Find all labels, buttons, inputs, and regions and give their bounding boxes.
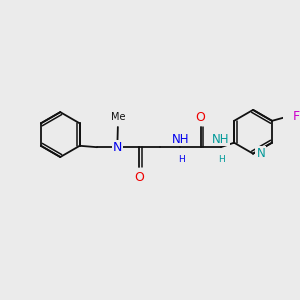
Text: O: O bbox=[134, 171, 144, 184]
Text: H: H bbox=[218, 155, 225, 164]
Text: Me: Me bbox=[111, 112, 125, 122]
Text: NH: NH bbox=[172, 133, 189, 146]
Text: NH: NH bbox=[212, 133, 230, 146]
Text: N: N bbox=[256, 147, 265, 160]
Text: O: O bbox=[196, 111, 206, 124]
Text: N: N bbox=[112, 141, 122, 154]
Text: F: F bbox=[292, 110, 300, 123]
Text: H: H bbox=[178, 155, 185, 164]
